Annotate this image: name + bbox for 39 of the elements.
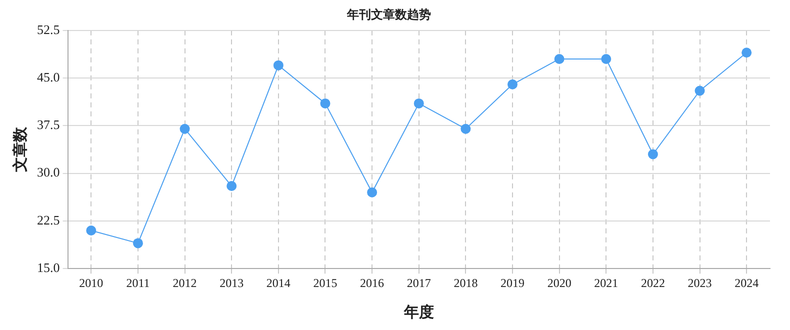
point	[554, 54, 564, 64]
x-tick-label: 2022	[640, 276, 665, 290]
x-tick-label: 2014	[266, 276, 290, 290]
x-tick-label: 2017	[406, 276, 431, 290]
y-tick-label: 52.5	[37, 22, 60, 37]
y-tick-label: 45.0	[37, 69, 60, 84]
x-tick-label: 2012	[172, 276, 197, 290]
point	[320, 98, 330, 108]
point	[86, 225, 96, 236]
y-tick-label: 22.5	[37, 212, 60, 228]
x-tick-label: 2018	[454, 276, 478, 290]
point	[508, 79, 518, 90]
chart-title: 年刊文章数趋势	[346, 7, 431, 22]
point	[414, 98, 424, 108]
point	[226, 181, 237, 192]
x-tick-label: 2020	[547, 276, 572, 290]
y-tick-label: 37.5	[37, 117, 60, 132]
x-tick-label: 2010	[79, 276, 104, 290]
x-tick-label: 2019	[500, 276, 525, 290]
y-tick-label: 30.0	[37, 164, 60, 180]
x-tick-label: 2021	[594, 276, 618, 290]
y-axis-title: 文章数	[10, 126, 29, 173]
point	[180, 124, 190, 134]
x-tick-label: 2011	[126, 276, 150, 290]
x-tick-label: 2023	[688, 276, 712, 290]
point	[273, 60, 284, 70]
point	[367, 187, 378, 198]
x-tick-label: 2013	[220, 276, 244, 290]
point	[648, 149, 658, 160]
point	[742, 48, 752, 58]
y-tick-label: 15.0	[37, 260, 60, 276]
x-tick-label: 2024	[734, 276, 759, 290]
point	[694, 86, 705, 96]
x-tick-label: 2015	[313, 276, 338, 290]
x-tick-label: 2016	[360, 276, 384, 290]
x-axis-title: 年度	[402, 302, 434, 321]
point	[601, 54, 612, 64]
point	[132, 238, 143, 248]
point	[460, 124, 471, 134]
